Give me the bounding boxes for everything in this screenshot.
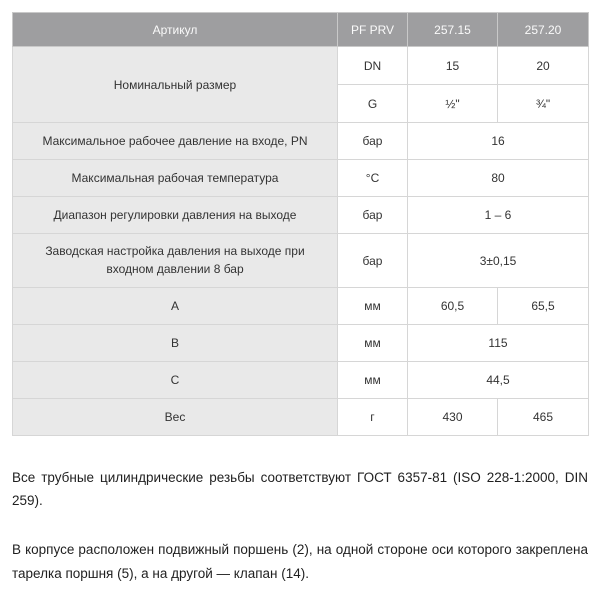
table-row-dim-b: B мм 115 [12,324,589,362]
header-model-257-20: 257.20 [497,12,589,47]
dim-a-15: 60,5 [407,287,498,325]
table-row-dim-c: C мм 44,5 [12,361,589,399]
nominal-size-g-unit: G [337,84,408,123]
table-row-max-inlet-pressure: Максимальное рабочее давление на входе, … [12,122,589,160]
dim-b-label: B [12,324,338,362]
weight-20: 465 [497,398,589,436]
max-inlet-pressure-value: 16 [407,122,589,160]
nominal-size-g-15: ½" [407,84,498,123]
table-row-dim-a: A мм 60,5 65,5 [12,287,589,325]
nominal-size-dn-20: 20 [497,46,589,85]
max-temperature-unit: °C [337,159,408,197]
outlet-adjust-range-value: 1 – 6 [407,196,589,234]
table-row-weight: Вес г 430 465 [12,398,589,436]
outlet-adjust-range-label: Диапазон регулировки давления на выходе [12,196,338,234]
dim-c-unit: мм [337,361,408,399]
table-row-nominal-g: G ½" ¾" [13,84,589,123]
note-piston: В корпусе расположен подвижный поршень (… [12,542,588,581]
dim-b-value: 115 [407,324,589,362]
dim-a-label: A [12,287,338,325]
table-row-max-temperature: Максимальная рабочая температура °C 80 [12,159,589,197]
nominal-size-dn-unit: DN [337,46,408,85]
header-series: PF PRV [337,12,408,47]
factory-setting-value: 3±0,15 [407,233,589,288]
spec-table: Артикул PF PRV 257.15 257.20 Номинальный… [12,12,589,436]
outlet-adjust-range-unit: бар [337,196,408,234]
note-threads: Все трубные цилиндрические резьбы соотве… [12,470,588,509]
table-header-row: Артикул PF PRV 257.15 257.20 [12,12,589,47]
table-row-nominal-dn: Номинальный размер DN 15 20 [12,46,589,123]
weight-unit: г [337,398,408,436]
factory-setting-label: Заводская настройка давления на выходе п… [12,233,338,288]
dim-a-unit: мм [337,287,408,325]
table-row-outlet-adjust-range: Диапазон регулировки давления на выходе … [12,196,589,234]
nominal-size-g-20: ¾" [497,84,589,123]
factory-setting-unit: бар [337,233,408,288]
dim-b-unit: мм [337,324,408,362]
weight-label: Вес [12,398,338,436]
factory-setting-label-text: Заводская настройка давления на выходе п… [45,244,305,276]
max-temperature-value: 80 [407,159,589,197]
max-temperature-label: Максимальная рабочая температура [12,159,338,197]
max-inlet-pressure-label: Максимальное рабочее давление на входе, … [12,122,338,160]
nominal-size-dn-15: 15 [407,46,498,85]
dim-c-value: 44,5 [407,361,589,399]
table-row-factory-setting: Заводская настройка давления на выходе п… [12,233,589,288]
nominal-size-label: Номинальный размер [12,46,338,123]
header-model-257-15: 257.15 [407,12,498,47]
header-article: Артикул [12,12,338,47]
dim-c-label: C [12,361,338,399]
weight-15: 430 [407,398,498,436]
max-inlet-pressure-unit: бар [337,122,408,160]
dim-a-20: 65,5 [497,287,589,325]
